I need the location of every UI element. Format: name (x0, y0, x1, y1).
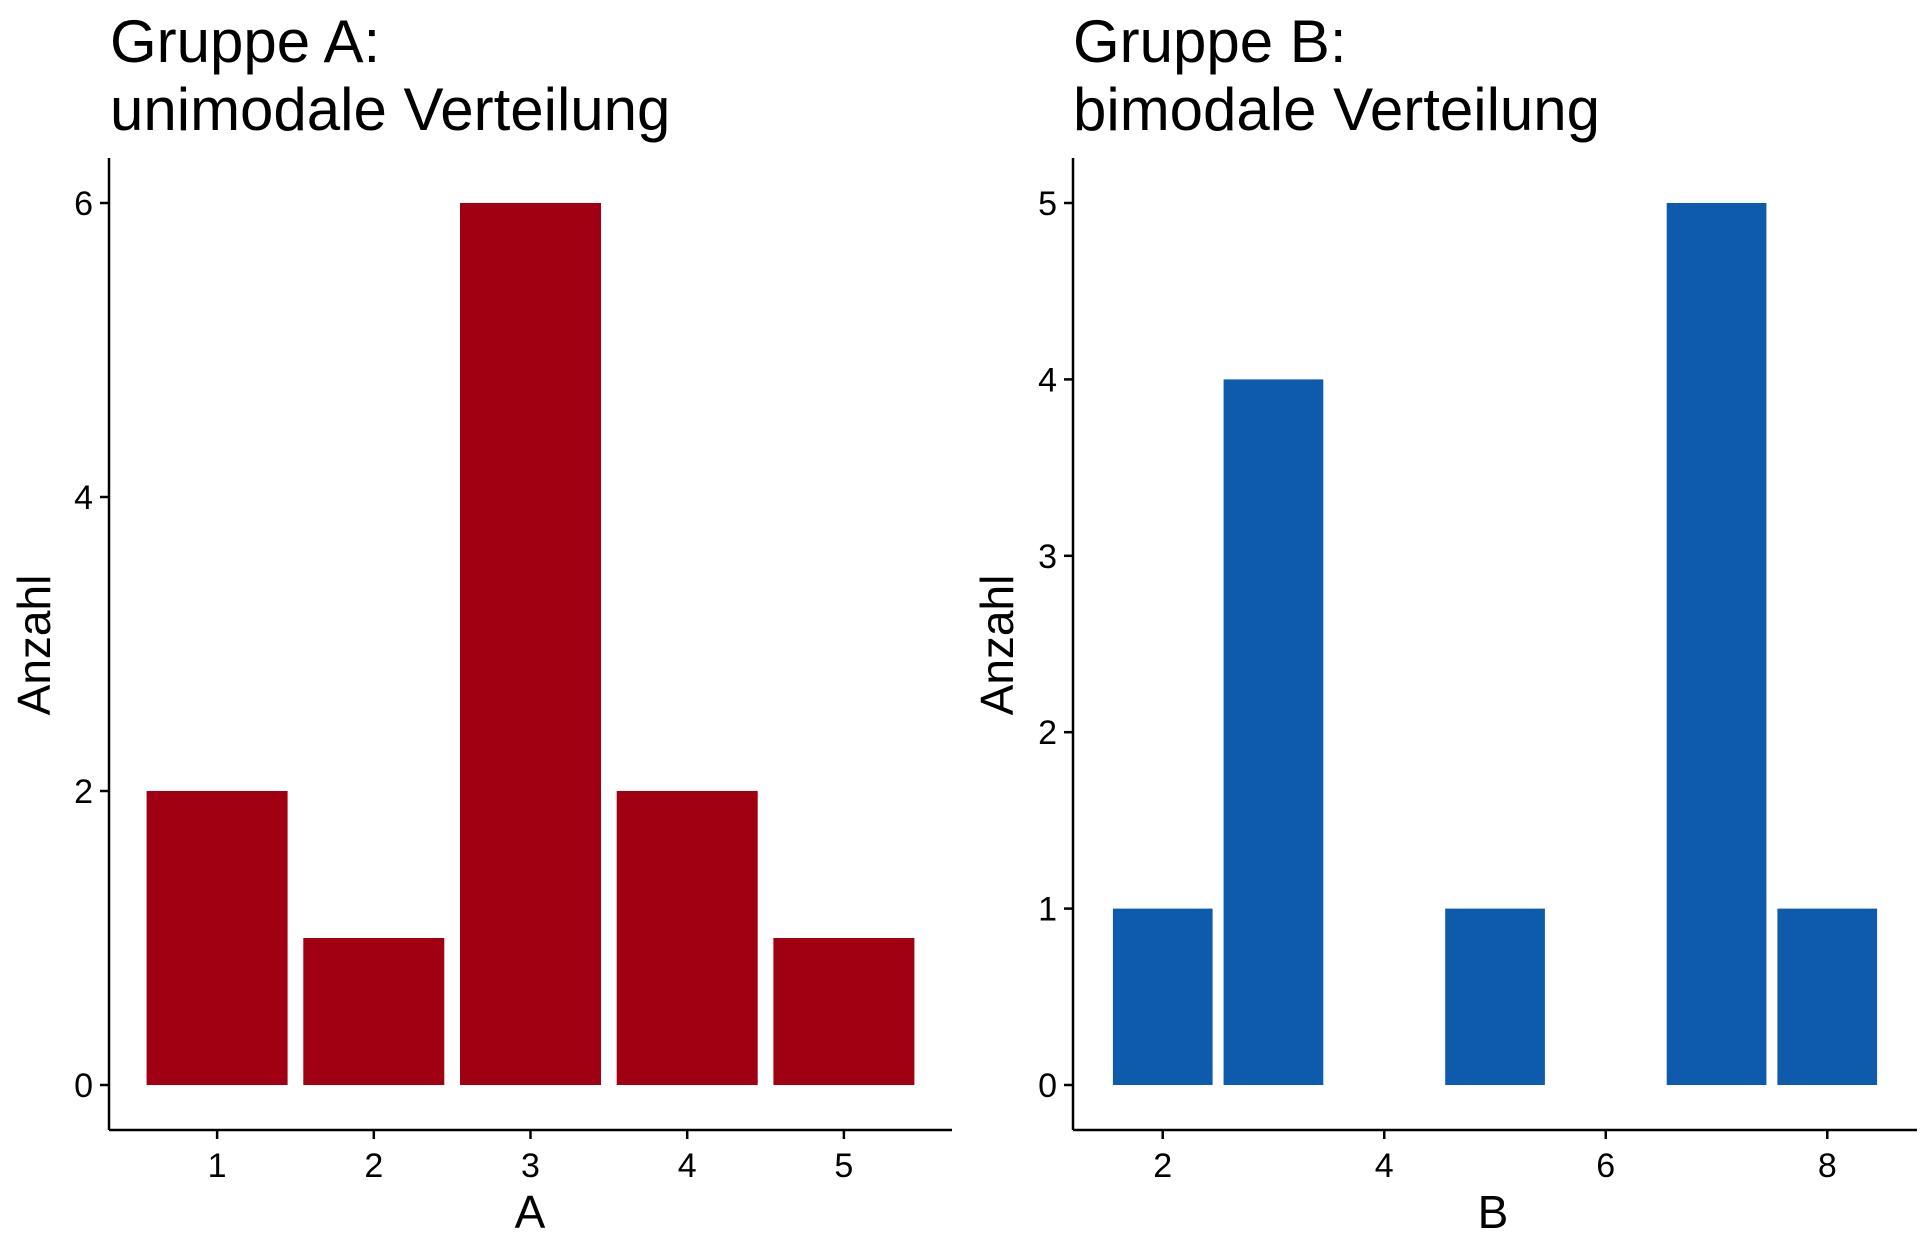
panel-a-y-ticks: 0 2 4 6 (74, 185, 109, 1105)
panel-a-bars (146, 203, 915, 1085)
panel-a-y-tick-label-0: 0 (74, 1067, 93, 1105)
panel-a-x-tick-label-4: 4 (678, 1147, 697, 1185)
panel-a-y-axis-label: Anzahl (8, 575, 60, 716)
panel-a-x-tick-label-3: 3 (521, 1147, 540, 1185)
panel-b-x-tick-label-6: 6 (1596, 1147, 1615, 1185)
panel-b-y-tick-label-0: 0 (1038, 1067, 1057, 1105)
panel-a-title-line2: unimodale Verteilung (110, 76, 670, 143)
panel-b-x-tick-label-8: 8 (1818, 1147, 1837, 1185)
panel-b-title-line2: bimodale Verteilung (1073, 76, 1600, 143)
panel-b-bars (1112, 203, 1878, 1085)
panel-b-bar-2 (1112, 908, 1213, 1085)
panel-b-bar-7 (1666, 203, 1767, 1085)
panel-b-y-tick-label-4: 4 (1038, 361, 1057, 399)
panel-b-x-ticks: 2 4 6 8 (1153, 1130, 1837, 1185)
panel-b-x-tick-label-4: 4 (1375, 1147, 1394, 1185)
panel-b-x-axis-label: B (1478, 1186, 1509, 1238)
panel-b-bar-3 (1223, 379, 1324, 1085)
panel-a-x-tick-label-5: 5 (834, 1147, 853, 1185)
panel-b-y-tick-label-3: 3 (1038, 538, 1057, 576)
panel-b-y-axis-label: Anzahl (971, 575, 1023, 716)
panel-b-x-tick-label-2: 2 (1153, 1147, 1172, 1185)
panel-a-y-tick-label-6: 6 (74, 185, 93, 223)
panel-b-y-tick-label-5: 5 (1038, 185, 1057, 223)
panel-a-title-line1: Gruppe A: (110, 8, 380, 75)
panel-a-x-ticks: 1 2 3 4 5 (208, 1130, 853, 1185)
panel-a-bar-3 (460, 203, 601, 1085)
panel-a-x-axis-label: A (515, 1186, 546, 1238)
panel-gruppe-b: Gruppe B: bimodale Verteilung 0 1 2 3 4 5 2 4 6… (971, 8, 1917, 1238)
panel-b-bar-5 (1445, 908, 1545, 1085)
panel-b-title-line1: Gruppe B: (1073, 8, 1347, 75)
panel-b-y-tick-label-1: 1 (1038, 891, 1057, 929)
panel-a-bar-1 (146, 791, 288, 1085)
panel-a-x-tick-label-2: 2 (364, 1147, 383, 1185)
panel-b-y-ticks: 0 1 2 3 4 5 (1038, 185, 1073, 1105)
panel-a-y-tick-label-4: 4 (74, 479, 93, 517)
panel-a-bar-5 (773, 938, 915, 1085)
panel-b-bar-8 (1777, 908, 1878, 1085)
panel-a-y-tick-label-2: 2 (74, 773, 93, 811)
panel-gruppe-a: Gruppe A: unimodale Verteilung 0 2 4 6 1 2 3 4… (8, 8, 952, 1238)
panel-b-y-tick-label-2: 2 (1038, 714, 1057, 752)
panel-a-x-tick-label-1: 1 (208, 1147, 227, 1185)
panel-a-bar-4 (616, 791, 758, 1085)
panel-a-bar-2 (303, 938, 445, 1085)
